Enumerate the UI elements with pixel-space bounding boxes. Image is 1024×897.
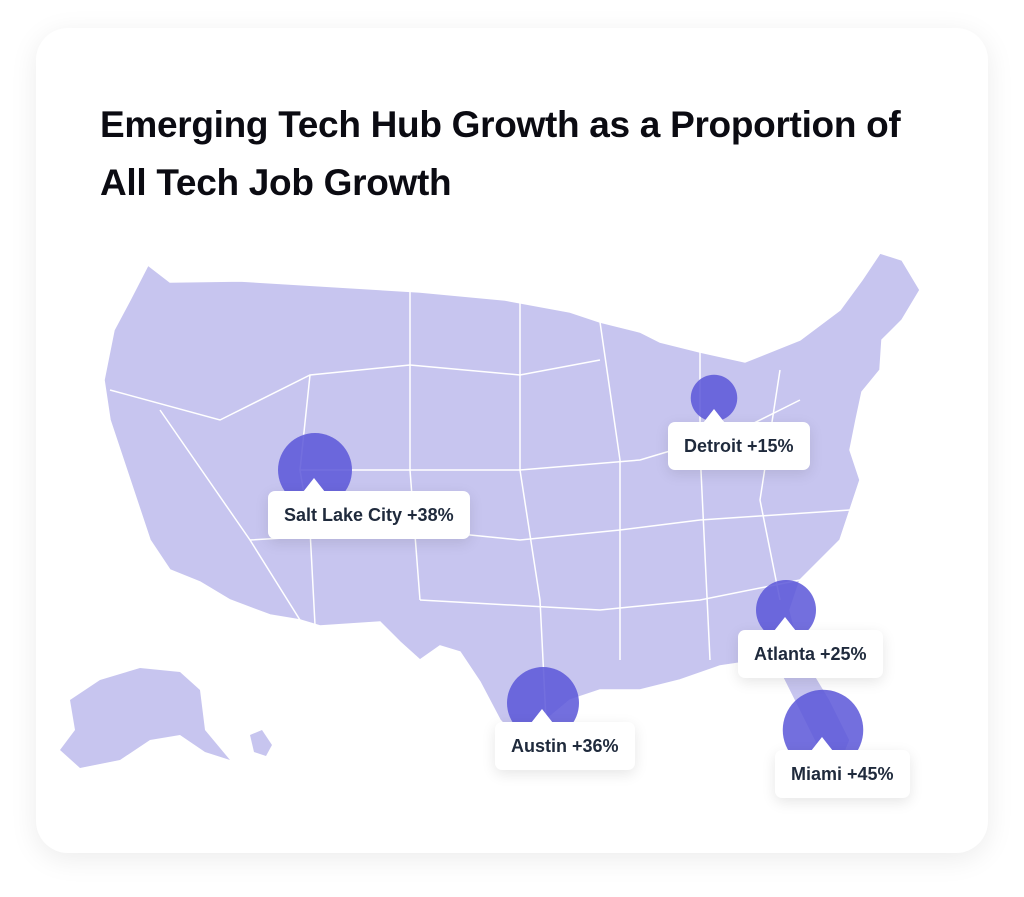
city-label-austin: Austin +36% <box>495 709 635 770</box>
city-label-atlanta: Atlanta +25% <box>738 617 883 678</box>
bubble-detroit <box>690 374 738 422</box>
city-label-salt-lake-city: Salt Lake City +38% <box>268 478 470 539</box>
city-label-miami: Miami +45% <box>775 737 910 798</box>
alaska-shape <box>60 668 230 768</box>
city-label-detroit: Detroit +15% <box>668 409 810 470</box>
bubble-salt-lake-city <box>278 433 352 507</box>
chart-title: Emerging Tech Hub Growth as a Proportion… <box>100 104 901 203</box>
hawaii-shape <box>250 730 272 756</box>
bubble-austin <box>507 667 579 739</box>
bubble-atlanta <box>756 580 816 640</box>
